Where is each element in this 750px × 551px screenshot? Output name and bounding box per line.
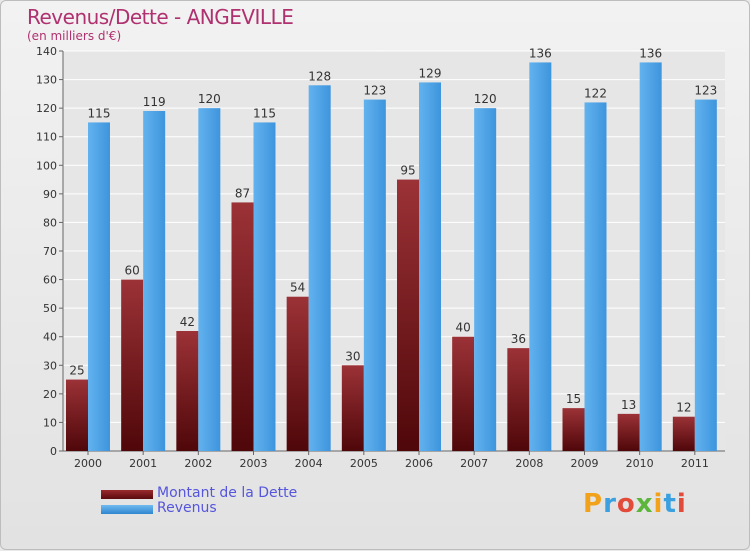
- x-tick-label: 2000: [74, 457, 102, 470]
- x-tick-label: 2003: [240, 457, 268, 470]
- data-label-dette: 42: [180, 315, 195, 329]
- data-label-dette: 54: [290, 281, 305, 295]
- chart-subtitle: (en milliers d'€): [27, 29, 122, 43]
- bar-dette: [286, 296, 309, 451]
- bar-revenus: [529, 62, 552, 452]
- data-label-revenus: 129: [419, 66, 442, 80]
- bar-dette: [341, 365, 364, 451]
- x-tick-label: 2009: [571, 457, 599, 470]
- chart-title: Revenus/Dette - ANGEVILLE: [27, 5, 294, 29]
- bar-dette: [231, 202, 254, 451]
- legend-swatch-dette: [101, 490, 153, 499]
- bar-revenus: [584, 102, 607, 451]
- bar-dette: [397, 179, 419, 452]
- legend-label-dette: Montant de la Dette: [157, 485, 298, 501]
- bar-revenus: [198, 108, 221, 452]
- y-tick-label: 40: [43, 331, 57, 344]
- y-tick-label: 30: [43, 359, 57, 372]
- data-label-dette: 95: [400, 164, 415, 178]
- bar-revenus: [363, 99, 386, 452]
- y-tick-label: 20: [43, 388, 57, 401]
- y-tick-label: 10: [43, 416, 57, 429]
- bar-dette: [452, 336, 475, 451]
- bar-dette: [66, 379, 88, 451]
- bar-revenus: [419, 82, 441, 451]
- x-tick-label: 2011: [681, 457, 709, 470]
- data-label-revenus: 122: [584, 86, 607, 100]
- legend-label-revenus: Revenus: [157, 500, 217, 516]
- bar-revenus: [308, 85, 331, 452]
- data-label-revenus: 136: [529, 46, 552, 60]
- x-tick-label: 2002: [184, 457, 212, 470]
- data-label-dette: 40: [456, 321, 471, 335]
- x-tick-label: 2001: [129, 457, 157, 470]
- proxiti-logo: Proxiti: [583, 489, 687, 519]
- bar-revenus: [694, 99, 717, 452]
- y-tick-label: 140: [36, 45, 57, 58]
- y-tick-label: 50: [43, 302, 57, 315]
- bar-dette: [562, 408, 585, 451]
- x-tick-label: 2006: [405, 457, 433, 470]
- bar-dette: [507, 348, 530, 451]
- y-tick-label: 60: [43, 274, 57, 287]
- bar-dette: [176, 331, 199, 451]
- y-tick-label: 0: [50, 445, 57, 458]
- data-label-revenus: 120: [474, 92, 497, 106]
- y-tick-label: 100: [36, 159, 57, 172]
- data-label-revenus: 115: [253, 106, 276, 120]
- data-label-dette: 60: [125, 264, 140, 278]
- data-label-revenus: 119: [143, 95, 166, 109]
- y-tick-label: 80: [43, 216, 57, 229]
- bar-revenus: [253, 122, 276, 451]
- data-label-dette: 36: [511, 332, 526, 346]
- x-tick-label: 2005: [350, 457, 378, 470]
- data-label-revenus: 120: [198, 92, 221, 106]
- legend-swatch-revenus: [101, 505, 153, 514]
- y-tick-label: 120: [36, 102, 57, 115]
- bar-revenus: [474, 108, 497, 452]
- y-tick-label: 110: [36, 131, 57, 144]
- x-tick-label: 2010: [626, 457, 654, 470]
- x-tick-label: 2004: [295, 457, 323, 470]
- y-tick-label: 70: [43, 245, 57, 258]
- data-label-revenus: 115: [88, 106, 111, 120]
- bar-revenus: [143, 111, 166, 451]
- bar-dette: [617, 413, 640, 451]
- x-tick-label: 2008: [515, 457, 543, 470]
- data-label-dette: 25: [69, 364, 84, 378]
- data-label-revenus: 136: [639, 46, 662, 60]
- data-label-revenus: 128: [308, 69, 331, 83]
- bar-revenus: [88, 122, 110, 451]
- data-label-revenus: 123: [363, 84, 386, 98]
- y-tick-label: 130: [36, 74, 57, 87]
- data-label-dette: 12: [676, 401, 691, 415]
- bar-dette: [121, 279, 144, 451]
- data-label-revenus: 123: [694, 84, 717, 98]
- data-label-dette: 87: [235, 186, 250, 200]
- x-tick-label: 2007: [460, 457, 488, 470]
- data-label-dette: 15: [566, 392, 581, 406]
- data-label-dette: 13: [621, 398, 636, 412]
- y-tick-label: 90: [43, 188, 57, 201]
- bar-revenus: [639, 62, 662, 452]
- data-label-dette: 30: [345, 349, 360, 363]
- bar-dette: [672, 416, 695, 451]
